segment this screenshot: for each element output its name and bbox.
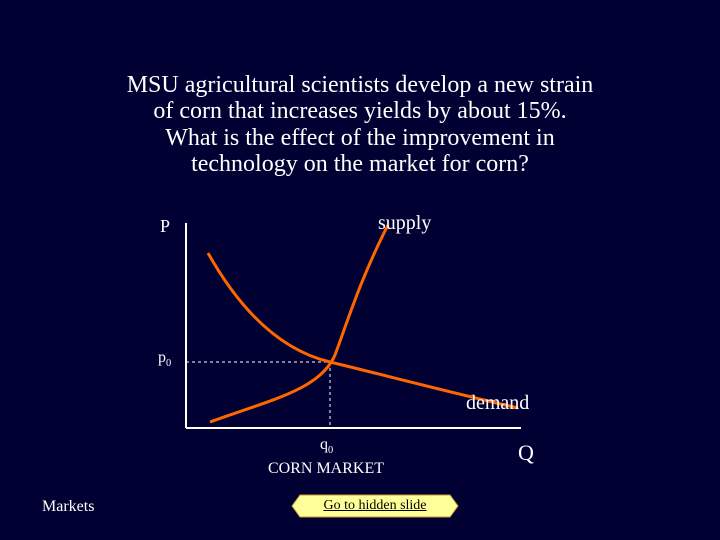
chart-title: CORN MARKET bbox=[268, 460, 384, 478]
supply-label: supply bbox=[378, 212, 431, 235]
p0-label: p0 bbox=[158, 349, 171, 369]
slide-root: MSU agricultural scientists develop a ne… bbox=[0, 0, 720, 540]
p0-sub: 0 bbox=[166, 358, 171, 369]
demand-label: demand bbox=[466, 392, 529, 415]
q0-label: q0 bbox=[320, 436, 333, 456]
q0-base: q bbox=[320, 436, 328, 453]
supply-curve bbox=[210, 225, 388, 422]
go-to-hidden-slide-link[interactable]: Go to hidden slide bbox=[300, 495, 450, 517]
supply-demand-chart bbox=[0, 0, 720, 540]
quantity-axis-label: Q bbox=[518, 440, 534, 466]
hidden-link-label: Go to hidden slide bbox=[323, 498, 426, 514]
q0-sub: 0 bbox=[328, 445, 333, 456]
footer-label: Markets bbox=[42, 498, 94, 516]
p0-base: p bbox=[158, 349, 166, 366]
price-axis-label: P bbox=[160, 216, 170, 237]
